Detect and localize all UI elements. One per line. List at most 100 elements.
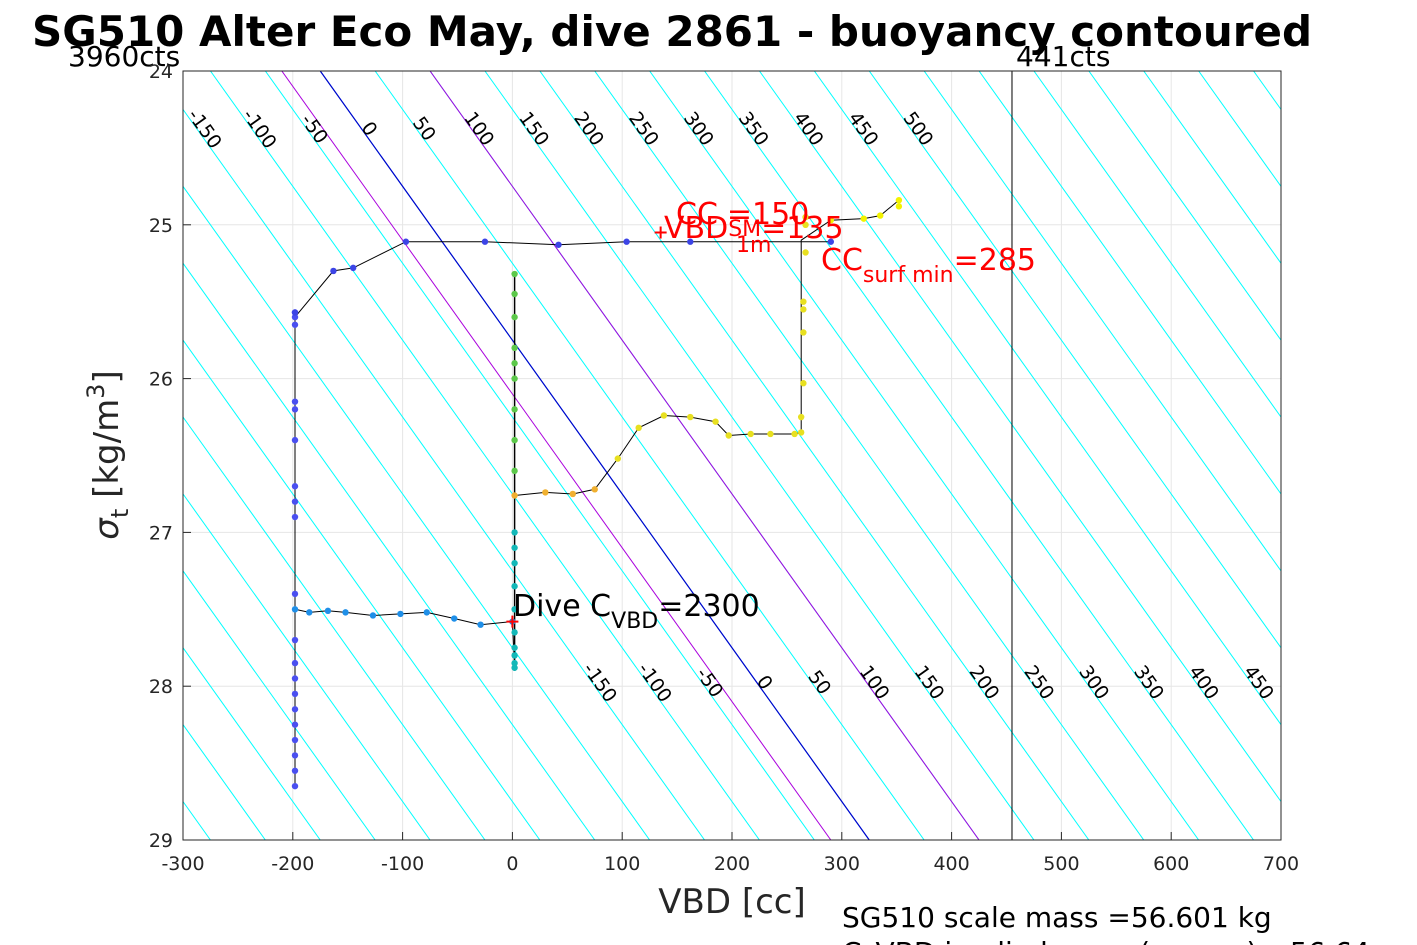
cc-annotation: CC =150 <box>676 197 809 238</box>
data-point <box>802 221 809 228</box>
data-point <box>511 664 518 671</box>
data-point <box>511 270 518 278</box>
buoyancy-contour <box>183 185 651 840</box>
x-axis-label: VBD [cc] <box>658 882 806 922</box>
data-point <box>687 413 694 421</box>
data-point <box>511 492 518 499</box>
cc-surf-min-annotation: CCsurf min=285 <box>821 243 1036 288</box>
dive-cvbd-annotation: Dive CVBD=2300 <box>513 589 760 634</box>
data-point <box>397 610 404 618</box>
y-axis-label: σt [kg/m3] <box>82 370 134 539</box>
x-tick-label: 700 <box>1263 853 1299 875</box>
data-point <box>291 736 299 744</box>
buoyancy-contour <box>704 71 1254 840</box>
data-point <box>660 412 668 419</box>
profile-path-layer <box>294 199 900 787</box>
contour-label-top: 300 <box>679 108 718 150</box>
data-point <box>291 406 299 413</box>
data-point <box>291 636 299 644</box>
buoyancy-contour <box>1033 71 1281 418</box>
buoyancy-contour <box>183 493 431 840</box>
data-point <box>511 606 518 613</box>
buoyancy-contour <box>649 71 1200 840</box>
contour-label-bottom: 350 <box>1129 662 1168 704</box>
data-point <box>291 321 299 328</box>
tick-layer: -300 -200 -100 0 100 200 300 400 500 600 700242526… <box>149 61 1299 875</box>
contour-label-top: 100 <box>459 108 498 150</box>
data-point <box>291 721 299 728</box>
data-point <box>291 590 299 598</box>
data-point <box>800 306 807 313</box>
buoyancy-contour <box>183 262 596 840</box>
data-point <box>511 467 518 475</box>
buoyancy-contour <box>594 71 1145 840</box>
contour-label-top: -150 <box>183 105 226 153</box>
cc-contour <box>281 71 832 840</box>
data-point <box>860 215 867 222</box>
buoyancy-contour <box>759 71 1281 803</box>
footer-scale-mass: SG510 scale mass =56.601 kg <box>842 901 1272 934</box>
buoyancy-contour <box>183 569 376 840</box>
data-point <box>800 298 807 305</box>
data-point <box>614 455 622 462</box>
buoyancy-contour <box>923 71 1281 572</box>
buoyancy-contour <box>1088 71 1281 342</box>
data-point <box>477 621 484 628</box>
data-point <box>511 375 518 382</box>
data-point <box>291 513 299 521</box>
vbd-sm-subscript: 1m <box>736 233 771 258</box>
data-point <box>511 529 518 536</box>
contour-label-top: 200 <box>569 108 608 150</box>
profile-path-upper <box>294 241 831 610</box>
buoyancy-contour <box>210 71 760 840</box>
contour-label-top: 0 <box>357 118 382 141</box>
data-point <box>349 264 357 272</box>
contour-label-bottom: 200 <box>964 662 1003 704</box>
x-tick-label: 500 <box>1043 853 1079 875</box>
contour-label-bottom: 150 <box>910 662 949 704</box>
data-point <box>827 238 835 245</box>
buoyancy-contour <box>183 339 541 840</box>
data-point <box>895 203 903 210</box>
buoyancy-contour <box>183 416 486 840</box>
data-point <box>687 238 694 245</box>
data-point <box>797 413 805 421</box>
contour-label-top: 50 <box>408 113 440 145</box>
data-point <box>542 489 549 496</box>
data-points-layer <box>291 196 903 790</box>
x-tick-label: -100 <box>381 853 424 875</box>
data-point <box>324 607 332 615</box>
data-point <box>797 429 805 436</box>
contour-label-top: -100 <box>238 105 281 153</box>
contour-label-bottom: 0 <box>752 671 777 694</box>
contour-label-top: -50 <box>296 110 332 148</box>
data-point <box>511 659 518 667</box>
data-point <box>511 290 518 298</box>
y-tick-label: 27 <box>149 522 173 544</box>
buoyancy-contour <box>1253 71 1281 111</box>
data-point <box>895 196 903 204</box>
data-point <box>511 436 518 444</box>
data-point <box>767 430 774 438</box>
y-tick-label: 24 <box>149 61 173 83</box>
data-point <box>635 424 642 432</box>
data-point <box>369 612 377 619</box>
contour-label-top: 250 <box>624 108 663 150</box>
data-point <box>877 212 884 219</box>
data-point <box>511 344 518 352</box>
data-point <box>555 241 562 248</box>
contour-label-bottom: -150 <box>578 659 621 707</box>
chart-title: SG510 Alter Eco May, dive 2861 - buoyanc… <box>32 7 1312 56</box>
contour-label-top: 500 <box>899 108 938 150</box>
data-point <box>747 430 754 438</box>
contour-layer: -150 -100 -50 0 50 100 150 200 250 300 350 400 450 50… <box>183 71 1281 840</box>
data-point <box>291 309 299 316</box>
data-point <box>800 380 807 387</box>
contour-label-bottom: 250 <box>1019 662 1058 704</box>
buoyancy-contour <box>183 646 321 840</box>
data-point <box>511 559 518 567</box>
data-point <box>291 706 299 713</box>
contour-label-top: 400 <box>789 108 828 150</box>
x-tick-label: 400 <box>933 853 969 875</box>
